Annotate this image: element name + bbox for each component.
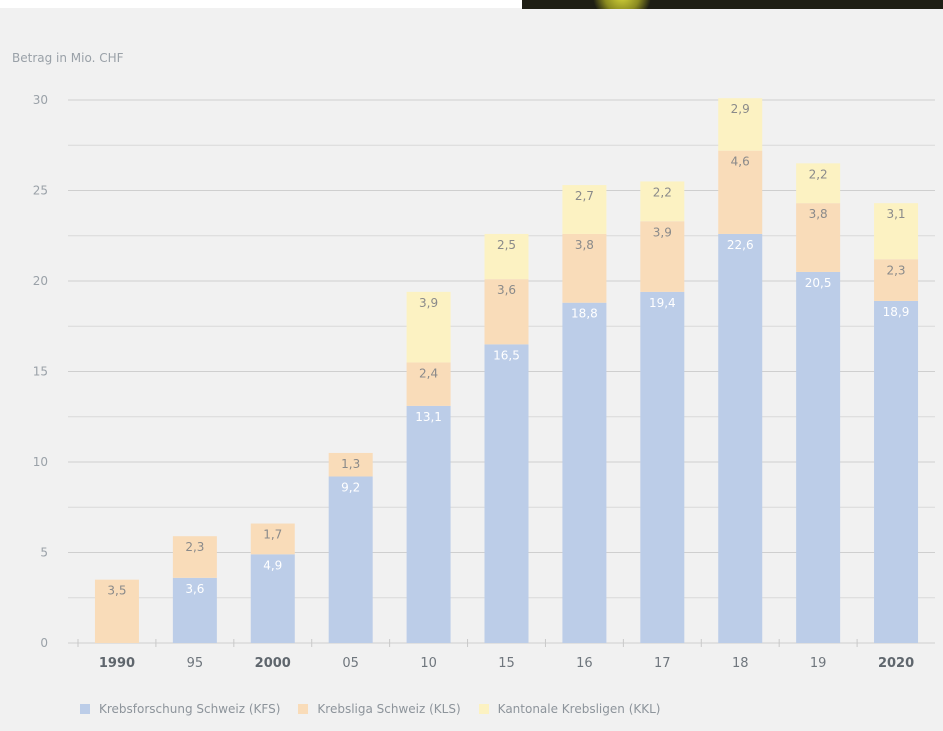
bar-segment (328, 476, 373, 643)
bar-segment (328, 452, 373, 477)
x-tick-label: 18 (732, 656, 749, 671)
x-tick-label: 15 (498, 656, 515, 671)
data-label: 3,6 (185, 582, 204, 596)
legend: Krebsforschung Schweiz (KFS) Krebsliga Sc… (80, 700, 660, 718)
bar-segment (406, 405, 451, 643)
data-label: 3,1 (886, 207, 905, 221)
x-tick-label: 95 (187, 656, 204, 671)
bar-segment (640, 291, 685, 643)
bar-segment (562, 185, 607, 234)
y-tick-label: 30 (33, 93, 48, 107)
x-tick-label: 16 (576, 656, 593, 671)
y-axis-title: Betrag in Mio. CHF (12, 51, 124, 65)
bar-segment (874, 203, 919, 260)
bar-segment (640, 221, 685, 292)
y-tick-label: 15 (33, 365, 48, 379)
data-label: 2,4 (419, 366, 438, 380)
data-label: 3,9 (419, 296, 438, 310)
y-tick-label: 5 (40, 546, 48, 560)
data-label: 2,9 (731, 102, 750, 116)
y-tick-label: 10 (33, 455, 48, 469)
data-label: 9,2 (341, 480, 360, 494)
legend-label: Krebsforschung Schweiz (KFS) (99, 702, 281, 716)
y-tick-label: 20 (33, 274, 48, 288)
legend-swatch (298, 704, 309, 714)
data-label: 2,3 (886, 263, 905, 277)
data-label: 4,9 (263, 558, 282, 572)
corner-photo-fragment (522, 0, 943, 9)
data-label: 18,9 (883, 305, 910, 319)
legend-item: Krebsliga Schweiz (KLS) (298, 702, 461, 716)
data-label: 3,6 (497, 283, 516, 297)
bar-segment (484, 279, 529, 345)
data-label: 2,2 (653, 185, 672, 199)
bar-segment (562, 302, 607, 643)
bar-segment (172, 536, 217, 578)
data-label: 16,5 (493, 348, 520, 362)
x-tick-label: 17 (654, 656, 671, 671)
data-label: 3,9 (653, 225, 672, 239)
bar-segment (718, 233, 763, 643)
legend-swatch (478, 704, 489, 714)
bar-segment (406, 362, 451, 406)
bar-segment (640, 181, 685, 222)
y-tick-label: 25 (33, 184, 48, 198)
x-tick-label: 1990 (99, 656, 135, 671)
y-tick-label: 0 (40, 636, 48, 650)
legend-label: Kantonale Krebsligen (KKL) (497, 702, 661, 716)
legend-label: Krebsliga Schweiz (KLS) (317, 702, 461, 716)
chart-panel (0, 8, 943, 731)
x-tick-label: 19 (810, 656, 827, 671)
data-label: 1,7 (263, 528, 282, 542)
x-tick-label: 05 (342, 656, 359, 671)
data-label: 19,4 (649, 296, 676, 310)
bar-segment (796, 203, 841, 272)
bar-segment (250, 523, 295, 555)
bars (94, 98, 919, 643)
legend-item: Kantonale Krebsligen (KKL) (478, 702, 661, 716)
bar-segment (562, 233, 607, 303)
bar-segment (250, 554, 295, 643)
bar-segment (874, 300, 919, 643)
bar-segment (484, 344, 529, 643)
data-label: 13,1 (415, 410, 442, 424)
bar-segment (406, 291, 451, 363)
data-label: 2,7 (575, 189, 594, 203)
data-label: 4,6 (731, 155, 750, 169)
data-label: 3,8 (809, 207, 828, 221)
bar-segment (796, 163, 841, 204)
data-label: 1,3 (341, 457, 360, 471)
bar-segment (94, 579, 139, 643)
data-labels: 3,5 3,6 2,3 4,9 1,7 9,2 1,3 13,1 2,4 3,9 16,5 3,6 2,… (107, 102, 909, 597)
data-label: 20,5 (805, 276, 832, 290)
bar-segment (874, 259, 919, 301)
data-label: 2,5 (497, 238, 516, 252)
data-label: 22,6 (727, 238, 754, 252)
data-label: 3,5 (107, 584, 126, 598)
bar-segment (796, 271, 841, 643)
x-tick-labels: 1990 95 2000 05 10 15 16 17 18 19 2020 (77, 639, 914, 671)
data-label: 3,8 (575, 238, 594, 252)
x-tick-label: 2000 (255, 656, 291, 671)
data-label: 2,2 (809, 167, 828, 181)
bar-segment (484, 233, 529, 280)
bar-segment (172, 577, 217, 643)
x-tick-label: 10 (420, 656, 437, 671)
y-tick-labels: 0 5 10 15 20 25 30 (33, 93, 48, 650)
data-label: 18,8 (571, 307, 598, 321)
bar-segment (718, 98, 763, 151)
data-label: 2,3 (185, 540, 204, 554)
bar-segment (718, 150, 763, 234)
legend-swatch (80, 704, 90, 714)
legend-item: Krebsforschung Schweiz (KFS) (80, 702, 280, 716)
x-tick-label: 2020 (878, 656, 914, 671)
